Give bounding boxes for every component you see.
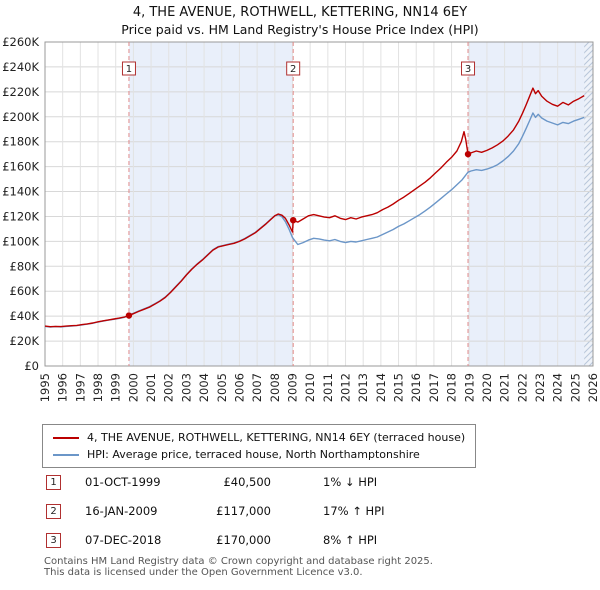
x-axis-label: 2014	[374, 373, 388, 402]
y-axis-label: £40K	[10, 309, 40, 323]
x-axis-label: 1999	[109, 373, 123, 402]
x-axis-label: 2008	[268, 373, 282, 402]
x-axis-label: 2025	[568, 373, 582, 402]
x-axis-label: 2017	[427, 373, 441, 402]
y-axis-label: £140K	[2, 185, 39, 199]
sale-marker-number: 3	[465, 64, 471, 75]
footer-copyright: Contains HM Land Registry data © Crown c…	[44, 556, 433, 567]
transaction-row: 2 16-JAN-2009 £117,000 17% ↑ HPI	[46, 503, 384, 519]
legend-item-hpi: HPI: Average price, terraced house, Nort…	[53, 446, 465, 463]
x-axis-label: 2018	[445, 373, 459, 402]
footer-licence: This data is licensed under the Open Gov…	[44, 567, 363, 578]
plot-border	[44, 41, 594, 367]
ownership-period-shade	[128, 42, 294, 366]
x-axis-label: 2010	[303, 373, 317, 402]
sale-point-dot	[464, 150, 472, 158]
x-axis-label: 2000	[126, 373, 140, 402]
y-axis-label: £200K	[2, 110, 39, 124]
property-line-swatch	[53, 436, 79, 439]
sale-marker-3: 3	[46, 532, 61, 548]
x-axis-label: 2023	[533, 373, 547, 402]
x-axis-label: 2003	[179, 373, 193, 402]
legend-item-label: HPI: Average price, terraced house, Nort…	[87, 448, 420, 461]
sale-hpi-delta: 17% ↑ HPI	[323, 504, 385, 518]
chart-legend: 4, THE AVENUE, ROTHWELL, KETTERING, NN14…	[42, 424, 477, 468]
x-axis-label: 2004	[197, 373, 211, 402]
x-axis-label: 2015	[392, 373, 406, 402]
sale-point-dot	[289, 217, 297, 224]
sale-date: 07-DEC-2018	[85, 533, 162, 547]
x-axis-label: 2001	[144, 373, 158, 402]
chart-subtitle: Price paid vs. HM Land Registry's House …	[121, 22, 479, 37]
sale-date: 16-JAN-2009	[85, 504, 158, 518]
x-axis-label: 1998	[91, 373, 105, 402]
y-axis-label: £180K	[2, 135, 39, 149]
y-axis-label: £60K	[10, 284, 40, 298]
x-axis-label: 2002	[162, 373, 176, 402]
y-axis-label: £160K	[2, 160, 39, 174]
x-axis-label: 1995	[38, 373, 52, 402]
x-axis-label: 2020	[480, 373, 494, 402]
x-axis-label: 2012	[339, 373, 353, 402]
sale-price: £117,000	[216, 504, 271, 518]
x-axis-label: 2016	[409, 373, 423, 402]
x-axis-label: 2019	[462, 373, 476, 402]
price-history-chart: £0 £20K £40K £60K £80K £100K £120K £140K £160K £1…	[2, 36, 600, 402]
x-axis-label: 2005	[215, 373, 229, 402]
sale-marker-box	[121, 61, 136, 76]
y-axis-label: £220K	[2, 85, 39, 99]
y-axis-label: £80K	[10, 259, 40, 273]
sale-marker-number: 1	[126, 64, 132, 75]
sale-price: £40,500	[223, 475, 271, 489]
x-axis-label: 2022	[515, 373, 529, 402]
y-axis-label: £100K	[2, 234, 39, 248]
sale-price: £170,000	[216, 533, 271, 547]
x-axis-label: 2006	[232, 373, 246, 402]
y-axis-label: £20K	[10, 334, 40, 348]
sale-marker-box	[461, 61, 476, 76]
sale-marker-box	[286, 61, 301, 76]
x-axis-label: 2011	[321, 373, 335, 402]
x-axis-label: 2013	[356, 373, 370, 402]
legend-item-property: 4, THE AVENUE, ROTHWELL, KETTERING, NN14…	[53, 429, 465, 446]
x-axis-label: 2024	[551, 373, 565, 402]
transaction-row: 1 01-OCT-1999 £40,500 1% ↓ HPI	[46, 474, 377, 490]
transaction-row: 3 07-DEC-2018 £170,000 8% ↑ HPI	[46, 532, 377, 548]
sale-marker-number: 2	[290, 64, 296, 75]
sale-date: 01-OCT-1999	[85, 475, 161, 489]
y-axis-label: £0	[24, 359, 39, 373]
x-axis-label: 2009	[285, 373, 299, 402]
sale-hpi-delta: 1% ↓ HPI	[323, 475, 378, 489]
x-axis-label: 1997	[73, 373, 87, 402]
y-axis-label: £240K	[2, 60, 39, 74]
sale-marker-1: 1	[46, 474, 61, 490]
hpi-line-swatch	[53, 453, 79, 456]
ownership-period-shade	[468, 42, 593, 366]
series-line	[44, 87, 585, 328]
y-axis-label: £120K	[2, 209, 39, 223]
x-axis-label: 2026	[586, 373, 600, 402]
y-axis-label: £260K	[2, 36, 39, 49]
sale-point-dot	[125, 312, 133, 319]
x-axis-label: 1996	[56, 373, 70, 402]
chart-title: 4, THE AVENUE, ROTHWELL, KETTERING, NN14…	[132, 5, 468, 20]
sale-marker-2: 2	[46, 503, 61, 519]
sale-hpi-delta: 8% ↑ HPI	[323, 533, 378, 547]
legend-item-label: 4, THE AVENUE, ROTHWELL, KETTERING, NN14…	[87, 431, 466, 444]
x-axis-label: 2007	[250, 373, 264, 402]
x-axis-label: 2021	[498, 373, 512, 402]
